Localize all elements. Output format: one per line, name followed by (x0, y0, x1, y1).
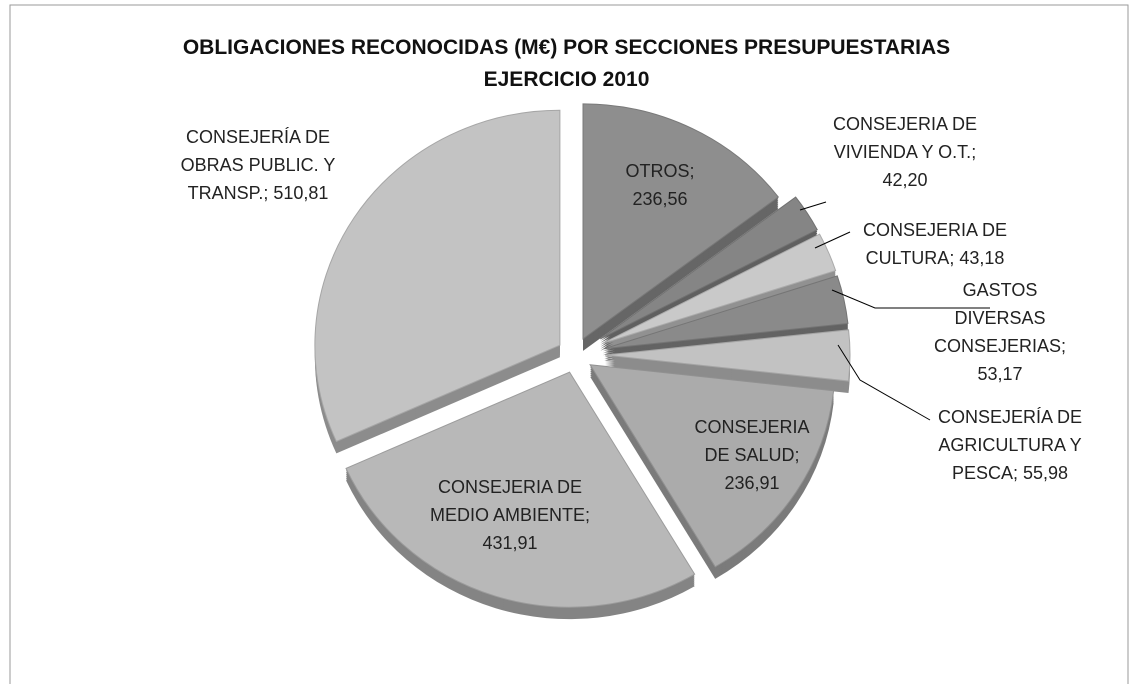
slice (600, 196, 818, 340)
data-label: GASTOS DIVERSAS CONSEJERIAS; 53,17 (933, 280, 1067, 384)
slice (589, 364, 835, 568)
slice (582, 103, 780, 340)
data-label: CONSEJERIA DE CULTURA; 43,18 (862, 220, 1008, 268)
slice (314, 109, 561, 443)
slice (602, 233, 837, 344)
data-label: CONSEJERIA DE MEDIO AMBIENTE; 431,91 (429, 477, 591, 553)
data-label: CONSEJERÍA DE OBRAS PUBLIC. Y TRANSP.; 5… (180, 127, 336, 203)
data-label: CONSEJERÍA DE AGRICULTURA Y PESCA; 55,98 (937, 407, 1083, 483)
slice (604, 275, 849, 350)
leader-line (831, 289, 990, 309)
slice (345, 371, 696, 608)
slice (604, 329, 851, 382)
data-label: CONSEJERIA DE VIVIENDA Y O.T.; 42,20 (832, 114, 978, 190)
data-label: CONSEJERIA DE SALUD; 236,91 (694, 417, 810, 493)
chart-title: OBLIGACIONES RECONOCIDAS (M€) POR SECCIO… (182, 36, 951, 91)
leader-line (837, 344, 931, 421)
leader-line (799, 201, 827, 211)
data-label: OTROS; 236,56 (625, 161, 695, 209)
chart-border (9, 4, 1129, 684)
leader-line (814, 231, 851, 249)
